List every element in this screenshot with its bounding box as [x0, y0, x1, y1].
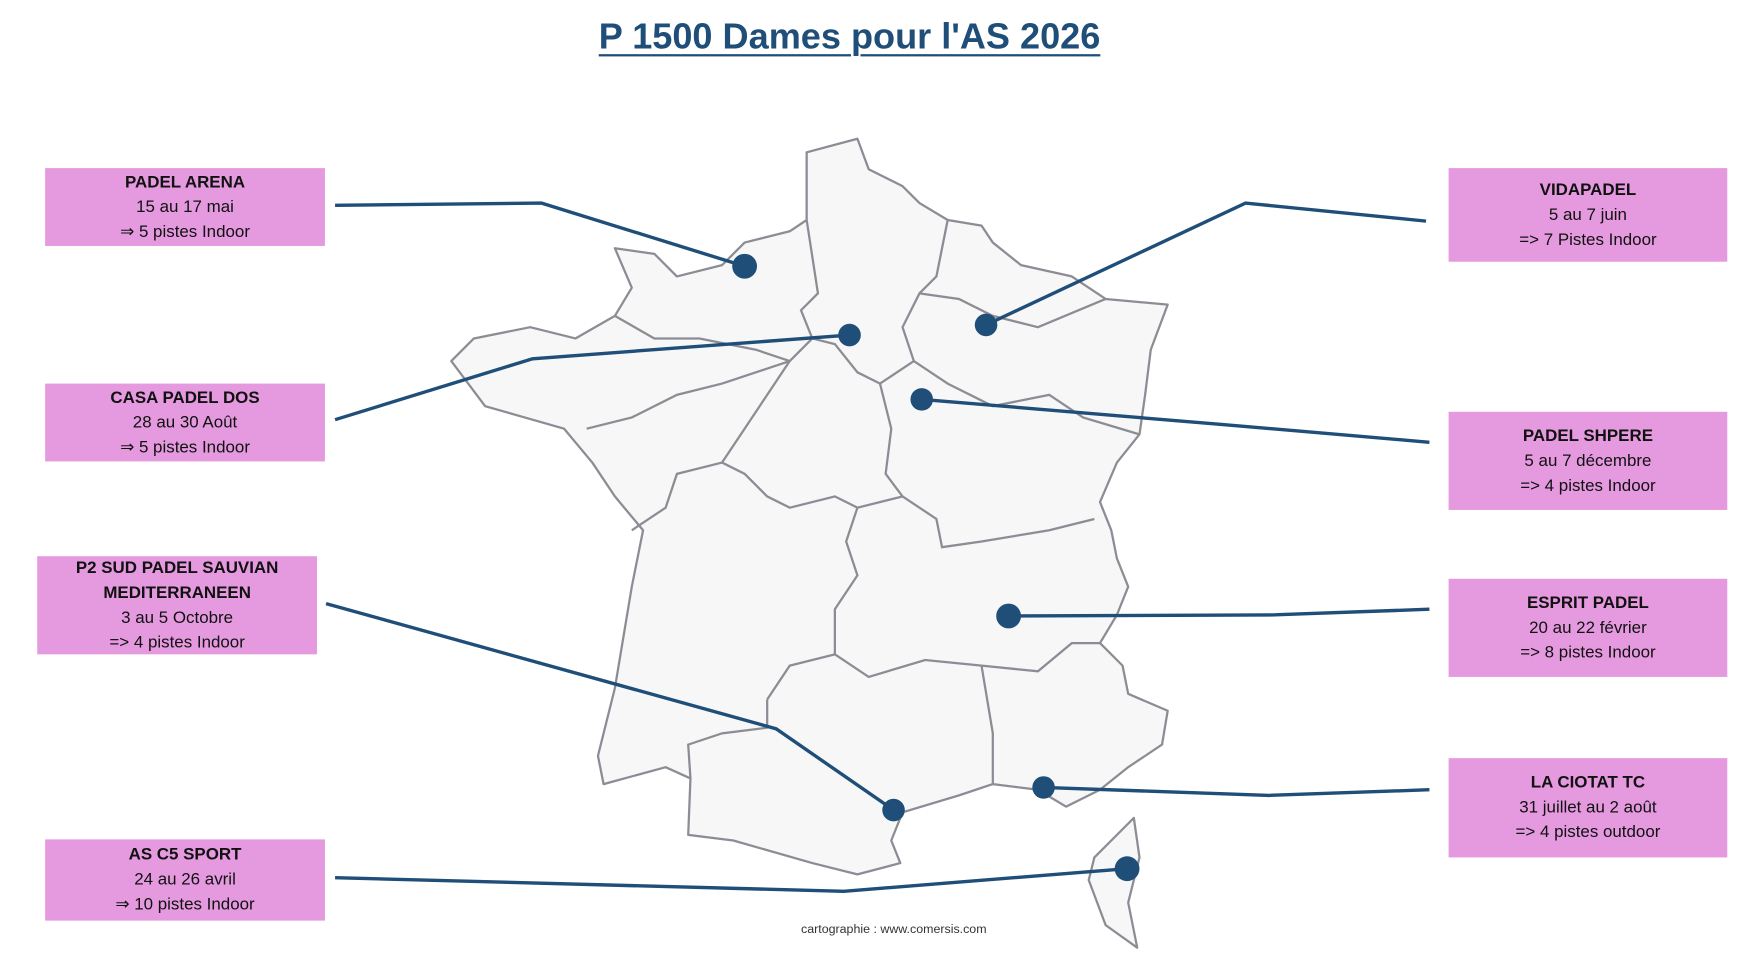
connector-padel-shpere — [921, 397, 1430, 444]
club-courts: ⇒ 5 pistes Indoor — [120, 221, 250, 241]
club-dates: 5 au 7 décembre — [1524, 450, 1652, 470]
connector-p2-sud — [325, 601, 895, 812]
page-title: P 1500 Dames pour l'AS 2026 — [598, 15, 1101, 57]
club-name: P2 SUD PADEL SAUVIAN MEDITERRANEEN — [75, 557, 279, 602]
club-box-vidapadel: VIDAPADEL 5 au 7 juin => 7 Pistes Indoor — [1448, 168, 1728, 262]
location-marker-as-c5 — [1114, 856, 1140, 882]
club-dates: 15 au 17 mai — [136, 196, 234, 217]
location-marker-esprit-padel — [996, 603, 1022, 629]
club-name: VIDAPADEL — [1539, 179, 1637, 200]
club-dates: 3 au 5 Octobre — [121, 607, 234, 627]
club-dates: 5 au 7 juin — [1548, 204, 1627, 224]
club-dates: 28 au 30 Août — [132, 412, 238, 432]
club-name: PADEL ARENA — [125, 172, 246, 192]
connector-casa-padel-dos — [334, 333, 850, 422]
club-dates: 31 juillet au 2 août — [1519, 797, 1657, 817]
location-marker-padel-shpere — [910, 388, 934, 411]
corsica — [1087, 816, 1141, 949]
location-marker-p2-sud — [882, 798, 905, 822]
connector-as-c5 — [335, 867, 1128, 893]
club-courts: => 4 pistes Indoor — [1520, 475, 1656, 495]
connector-padel-arena — [335, 201, 746, 268]
club-box-la-ciotat: LA CIOTAT TC 31 juillet au 2 août => 4 p… — [1448, 758, 1728, 858]
club-box-casa-padel-dos: CASA PADEL DOS 28 au 30 Août ⇒ 5 pistes … — [45, 383, 325, 462]
connector-esprit-padel — [1008, 607, 1430, 618]
club-name: LA CIOTAT TC — [1530, 772, 1646, 792]
club-courts: ⇒ 5 pistes Indoor — [120, 437, 250, 457]
club-courts: ⇒ 10 pistes Indoor — [115, 894, 255, 914]
club-box-padel-arena: PADEL ARENA 15 au 17 mai ⇒ 5 pistes Indo… — [45, 168, 325, 246]
connector-lines — [325, 201, 1430, 893]
club-dates: 20 au 22 février — [1529, 617, 1647, 637]
club-name: ESPRIT PADEL — [1526, 592, 1649, 613]
connector-la-ciotat — [1043, 785, 1430, 798]
map-credit: cartographie : www.comersis.com — [801, 922, 987, 937]
club-courts: => 4 pistes Indoor — [109, 632, 245, 652]
club-box-as-c5: AS C5 SPORT 24 au 26 avril ⇒ 10 pistes I… — [45, 839, 325, 921]
club-courts: => 8 pistes Indoor — [1520, 642, 1656, 662]
location-marker-padel-arena — [732, 253, 758, 279]
club-box-p2-sud: P2 SUD PADEL SAUVIAN MEDITERRANEEN 3 au … — [37, 556, 318, 655]
location-marker-vidapadel — [974, 313, 998, 337]
connector-vidapadel — [985, 201, 1427, 327]
club-courts: => 7 Pistes Indoor — [1519, 229, 1657, 249]
club-name: CASA PADEL DOS — [110, 387, 260, 407]
club-box-padel-shpere: PADEL SHPERE 5 au 7 décembre => 4 pistes… — [1448, 411, 1728, 510]
location-marker-casa-padel-dos — [838, 323, 861, 347]
france-mainland — [450, 137, 1169, 876]
club-courts: => 4 pistes outdoor — [1515, 822, 1661, 842]
location-marker-la-ciotat — [1032, 776, 1055, 799]
club-name: PADEL SHPERE — [1522, 425, 1653, 446]
club-box-esprit-padel: ESPRIT PADEL 20 au 22 février => 8 piste… — [1448, 578, 1728, 677]
club-name: AS C5 SPORT — [128, 845, 242, 865]
club-dates: 24 au 26 avril — [134, 869, 236, 890]
